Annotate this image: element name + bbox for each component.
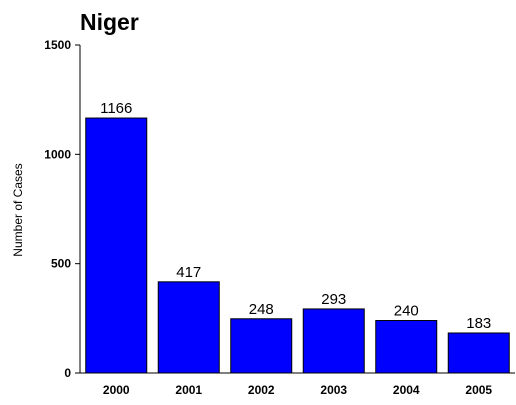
data-label-2002: 248 [249, 301, 274, 318]
y-tick-label: 500 [51, 257, 71, 271]
x-tick-label: 2002 [248, 383, 275, 397]
bar-2003 [302, 308, 365, 374]
bar-2000 [85, 117, 148, 374]
x-tick-label: 2005 [465, 383, 492, 397]
data-label-2003: 293 [321, 291, 346, 308]
x-tick-label: 2001 [175, 383, 202, 397]
data-label-2000: 1166 [100, 100, 132, 117]
y-tick-label: 1000 [44, 147, 71, 161]
x-tick-label: 2000 [103, 383, 130, 397]
data-label-2004: 240 [394, 303, 419, 320]
data-label-2005: 183 [466, 315, 491, 332]
bar-2005 [447, 332, 510, 374]
y-tick-label: 0 [64, 366, 71, 380]
chart-title: Niger [80, 9, 139, 35]
bar-2002 [230, 318, 293, 374]
bars-group [85, 117, 510, 374]
data-label-2001: 417 [176, 264, 201, 281]
x-ticks-group: 2000 2001 2002 2003 2004 2005 [103, 383, 493, 397]
x-tick-label: 2004 [393, 383, 420, 397]
x-tick-label: 2003 [320, 383, 347, 397]
y-tick-label: 1500 [44, 38, 71, 52]
data-labels-group: 1166 417 248 293 240 183 [100, 100, 491, 332]
y-axis-label: Number of Cases [11, 163, 25, 256]
y-ticks-group: 0 500 1000 1500 [44, 38, 80, 380]
bar-2001 [157, 281, 220, 374]
bar-2004 [375, 320, 438, 374]
